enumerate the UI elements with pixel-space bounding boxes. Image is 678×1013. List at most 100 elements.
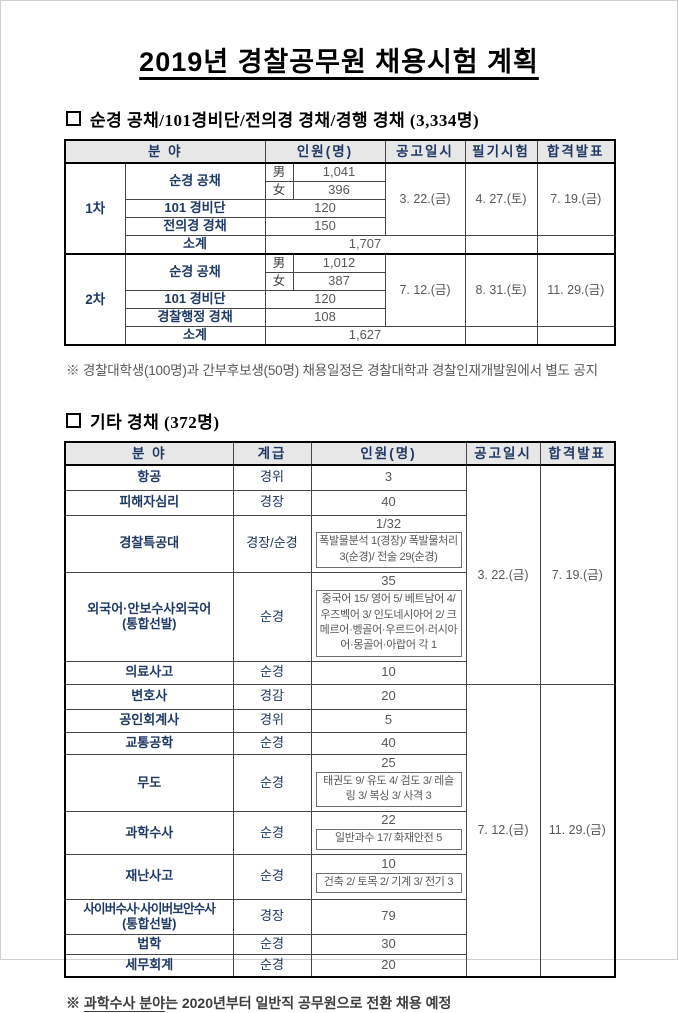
section1-heading-text: 순경 공채/101경비단/전의경 경채/경행 경채 (3,334명) xyxy=(90,111,480,130)
count-detail-box: 건축 2/ 토목 2/ 기계 3/ 전기 3 xyxy=(315,873,462,894)
female-label: 女 xyxy=(264,181,294,200)
category-cell: 101 경비단 xyxy=(124,290,266,309)
announce-date: 7. 12.(금) xyxy=(465,683,541,978)
table-row: 과학수사 순경 22 일반과수 17/ 화재안전 5 xyxy=(64,811,615,855)
count-cell: 40 xyxy=(310,489,467,516)
page-title: 2019년 경찰공무원 채용시험 계획 xyxy=(139,47,539,77)
subtotal-row: 소계 1,627 xyxy=(65,326,616,346)
table-row: 101 경비단 120 xyxy=(65,290,615,309)
rank-cell: 경감 xyxy=(232,683,312,710)
square-bullet-icon xyxy=(66,111,81,126)
female-count: 396 xyxy=(292,181,386,200)
note-police-academy: ※ 경찰대학생(100명)과 간부후보생(50명) 채용일정은 경찰대학과 경찰… xyxy=(66,363,598,378)
category-cell: 순경 공채 xyxy=(124,162,266,200)
col-header-rank: 계급 xyxy=(232,441,312,466)
col-header-count: 인원(명) xyxy=(264,139,386,164)
count-cell: 10 건축 2/ 토목 2/ 기계 3/ 전기 3 xyxy=(310,853,467,900)
rank-cell: 순경 xyxy=(232,853,312,900)
announce-date: 3. 22.(금) xyxy=(384,162,466,236)
field-cell: 항공 xyxy=(64,464,234,491)
count-cell: 120 xyxy=(264,290,386,309)
count-cell: 25 태권도 9/ 유도 4/ 검도 3/ 레슬링 3/ 복싱 3/ 사격 3 xyxy=(310,753,467,813)
count-cell: 1/32 폭발물분석 1(경장)/ 폭발물처리 3(순경)/ 전술 29(순경) xyxy=(310,514,467,574)
rank-cell: 경장/순경 xyxy=(232,514,312,574)
rank-cell: 순경 xyxy=(232,660,312,685)
female-label: 女 xyxy=(264,272,294,291)
col-header-count: 인원(명) xyxy=(310,441,467,466)
empty-cell xyxy=(464,326,538,346)
table-header-row: 분 야 계급 인원(명) 공고일시 합격발표 xyxy=(64,441,616,466)
count-detail-box: 중국어 15/ 영어 5/ 베트남어 4/ 우즈벡어 3/ 인도네시아어 2/ … xyxy=(315,590,462,657)
table-row: 재난사고 순경 10 건축 2/ 토목 2/ 기계 3/ 전기 3 xyxy=(64,853,615,900)
count-cell: 150 xyxy=(264,217,386,236)
empty-cell xyxy=(536,326,616,346)
round2-label: 2차 xyxy=(64,253,126,346)
subtotal-label: 소계 xyxy=(124,326,266,346)
count-cell: 5 xyxy=(310,708,467,733)
count-cell: 20 xyxy=(310,953,467,978)
count-cell: 30 xyxy=(310,933,467,955)
section1-heading: 순경 공채/101경비단/전의경 경채/경행 경채 (3,334명) xyxy=(66,106,614,131)
round1-label: 1차 xyxy=(64,162,126,255)
count-cell: 3 xyxy=(310,464,467,491)
field-cell: 공인회계사 xyxy=(64,708,234,733)
rank-cell: 순경 xyxy=(232,753,312,813)
pass-date: 7. 19.(금) xyxy=(539,464,616,685)
empty-cell xyxy=(536,235,616,255)
count-detail-box: 태권도 9/ 유도 4/ 검도 3/ 레슬링 3/ 복싱 3/ 사격 3 xyxy=(315,771,462,808)
field-cell: 의료사고 xyxy=(64,660,234,685)
field-cell: 변호사 xyxy=(64,683,234,710)
section2-heading-text: 기타 경채 (372명) xyxy=(90,413,220,432)
field-cell: 교통공학 xyxy=(64,731,234,755)
count-detail-box: 폭발물분석 1(경장)/ 폭발물처리 3(순경)/ 전술 29(순경) xyxy=(315,532,462,569)
count-value: 1/32 xyxy=(375,515,402,531)
field-cell: 과학수사 xyxy=(64,811,234,855)
table-row: 변호사 경감 20 7. 12.(금) 11. 29.(금) xyxy=(64,683,616,978)
category-cell: 경찰행정 경채 xyxy=(124,308,266,327)
col-header-pass: 합격발표 xyxy=(536,139,616,164)
col-header-announce: 공고일시 xyxy=(465,441,541,466)
rank-cell: 경장 xyxy=(232,898,312,935)
table-row: 공인회계사 경위 5 xyxy=(64,708,615,733)
field-cell: 법학 xyxy=(64,933,234,955)
col-header-field: 분 야 xyxy=(64,441,234,466)
table-row: 2차 순경 공채 男 1,012 7. 12.(금) 8. 31.(토) 11.… xyxy=(64,253,616,346)
field-cell: 무도 xyxy=(64,753,234,813)
subtotal-count: 1,627 xyxy=(264,326,466,346)
table-row: 전의경 경채 150 xyxy=(65,217,615,236)
count-cell: 108 xyxy=(264,308,386,327)
square-bullet-icon xyxy=(66,413,81,428)
rank-cell: 순경 xyxy=(232,933,312,955)
underlined-phrase: 과학수사 분야 xyxy=(83,995,166,1012)
col-header-pass: 합격발표 xyxy=(539,441,616,466)
field-cell: 재난사고 xyxy=(64,853,234,900)
field-cell: 경찰특공대 xyxy=(64,514,234,574)
subtotal-row: 소계 1,707 xyxy=(65,235,616,255)
pass-date: 11. 29.(금) xyxy=(536,253,616,327)
empty-cell xyxy=(464,235,538,255)
table-row: 법학 순경 30 xyxy=(64,933,615,955)
rank-cell: 경위 xyxy=(232,464,312,491)
table-row: 피해자심리 경장 40 xyxy=(64,489,615,516)
col-header-field: 분 야 xyxy=(64,139,266,164)
rank-cell: 순경 xyxy=(232,953,312,978)
category-cell: 101 경비단 xyxy=(124,199,266,218)
male-count: 1,012 xyxy=(292,253,386,273)
note-forensic-conversion: ※ 과학수사 분야는 2020년부터 일반직 공무원으로 전환 채용 예정 xyxy=(66,995,452,1012)
count-value: 35 xyxy=(381,573,396,589)
written-date: 8. 31.(토) xyxy=(464,253,538,327)
col-header-announce: 공고일시 xyxy=(384,139,466,164)
table-row: 사이버수사·사이버보안수사 (통합선발) 경장 79 xyxy=(64,898,615,935)
table-row: 무도 순경 25 태권도 9/ 유도 4/ 검도 3/ 레슬링 3/ 복싱 3/… xyxy=(64,753,615,813)
male-count: 1,041 xyxy=(292,162,386,182)
table-row: 경찰특공대 경장/순경 1/32 폭발물분석 1(경장)/ 폭발물처리 3(순경… xyxy=(64,514,615,574)
field-cell: 피해자심리 xyxy=(64,489,234,516)
table-row: 교통공학 순경 40 xyxy=(64,731,615,755)
rank-cell: 순경 xyxy=(232,811,312,855)
female-count: 387 xyxy=(292,272,386,291)
special-recruitment-table: 분 야 계급 인원(명) 공고일시 합격발표 항공 경위 3 3. 22.(금)… xyxy=(64,441,616,979)
pass-date: 7. 19.(금) xyxy=(536,162,616,236)
rank-cell: 순경 xyxy=(232,572,312,662)
table-row: 1차 순경 공채 男 1,041 3. 22.(금) 4. 27.(토) 7. … xyxy=(64,162,616,255)
rank-cell: 순경 xyxy=(232,731,312,755)
